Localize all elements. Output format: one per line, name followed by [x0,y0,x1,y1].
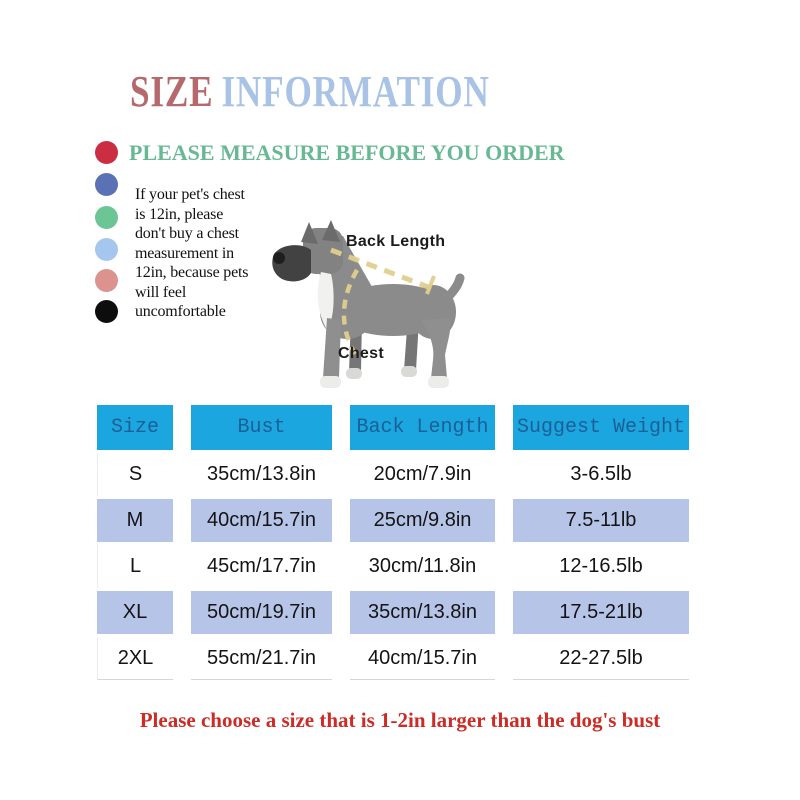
bullet-dot-pink [95,269,118,292]
table-cell-bust: 45cm/17.7in [191,545,332,588]
table-cell-bust: 55cm/21.7in [191,637,332,680]
dog-illustration [272,220,465,388]
table-cell-size: S [97,453,173,496]
title-word-information: INFORMATION [221,67,490,116]
title-word-size: SIZE [130,67,214,116]
table-cell-back-length: 35cm/13.8in [350,591,495,634]
paragraph-line: will feel [135,283,187,301]
bullet-dot-red [95,141,118,164]
bullet-dot-light-blue [95,238,118,261]
table-cell-weight: 22-27.5lb [513,637,689,680]
table-cell-size: 2XL [97,637,173,680]
size-table: Size Bust Back Length Suggest Weight S 3… [97,405,689,680]
bullet-dot-blue [95,173,118,196]
table-cell-bust: 40cm/15.7in [191,499,332,542]
table-cell-size: XL [97,591,173,634]
paragraph-line: is 12in, please [135,205,224,223]
dog-measurement-diagram [265,220,465,395]
table-cell-weight: 7.5-11lb [513,499,689,542]
paragraph-line: uncomfortable [135,303,226,320]
table-cell-size: L [97,545,173,588]
table-cell-back-length: 25cm/9.8in [350,499,495,542]
paragraph-line: measurement in [135,244,234,262]
table-cell-bust: 50cm/19.7in [191,591,332,634]
bullet-dot-green [95,206,118,229]
chest-warning-paragraph: If your pet's chest is 12in, please don'… [135,185,280,322]
back-length-end-tick [425,275,436,295]
column-header-back-length: Back Length [350,405,495,450]
size-advice-note: Please choose a size that is 1-2in large… [139,708,661,732]
chest-label: Chest [338,345,384,362]
table-cell-back-length: 40cm/15.7in [350,637,495,680]
bullet-dot-black [95,300,118,323]
table-cell-size: M [97,499,173,542]
column-header-size: Size [97,405,173,450]
back-length-label: Back Length [346,233,446,250]
column-header-bust: Bust [191,405,332,450]
column-header-suggest-weight: Suggest Weight [513,405,689,450]
measure-notice-heading: PLEASE MEASURE BEFORE YOU ORDER [129,140,565,165]
table-cell-weight: 12-16.5lb [513,545,689,588]
table-cell-bust: 35cm/13.8in [191,453,332,496]
paragraph-line: don't buy a chest [135,225,239,242]
dog-silhouette [272,220,465,388]
paragraph-line: If your pet's chest [135,186,245,203]
page-title: SIZE INFORMATION [130,70,490,114]
table-cell-weight: 17.5-21lb [513,591,689,634]
table-cell-back-length: 20cm/7.9in [350,453,495,496]
table-cell-weight: 3-6.5lb [513,453,689,496]
table-cell-back-length: 30cm/11.8in [350,545,495,588]
paragraph-line: 12in, because pets [135,264,249,281]
measurement-lines [330,247,436,356]
